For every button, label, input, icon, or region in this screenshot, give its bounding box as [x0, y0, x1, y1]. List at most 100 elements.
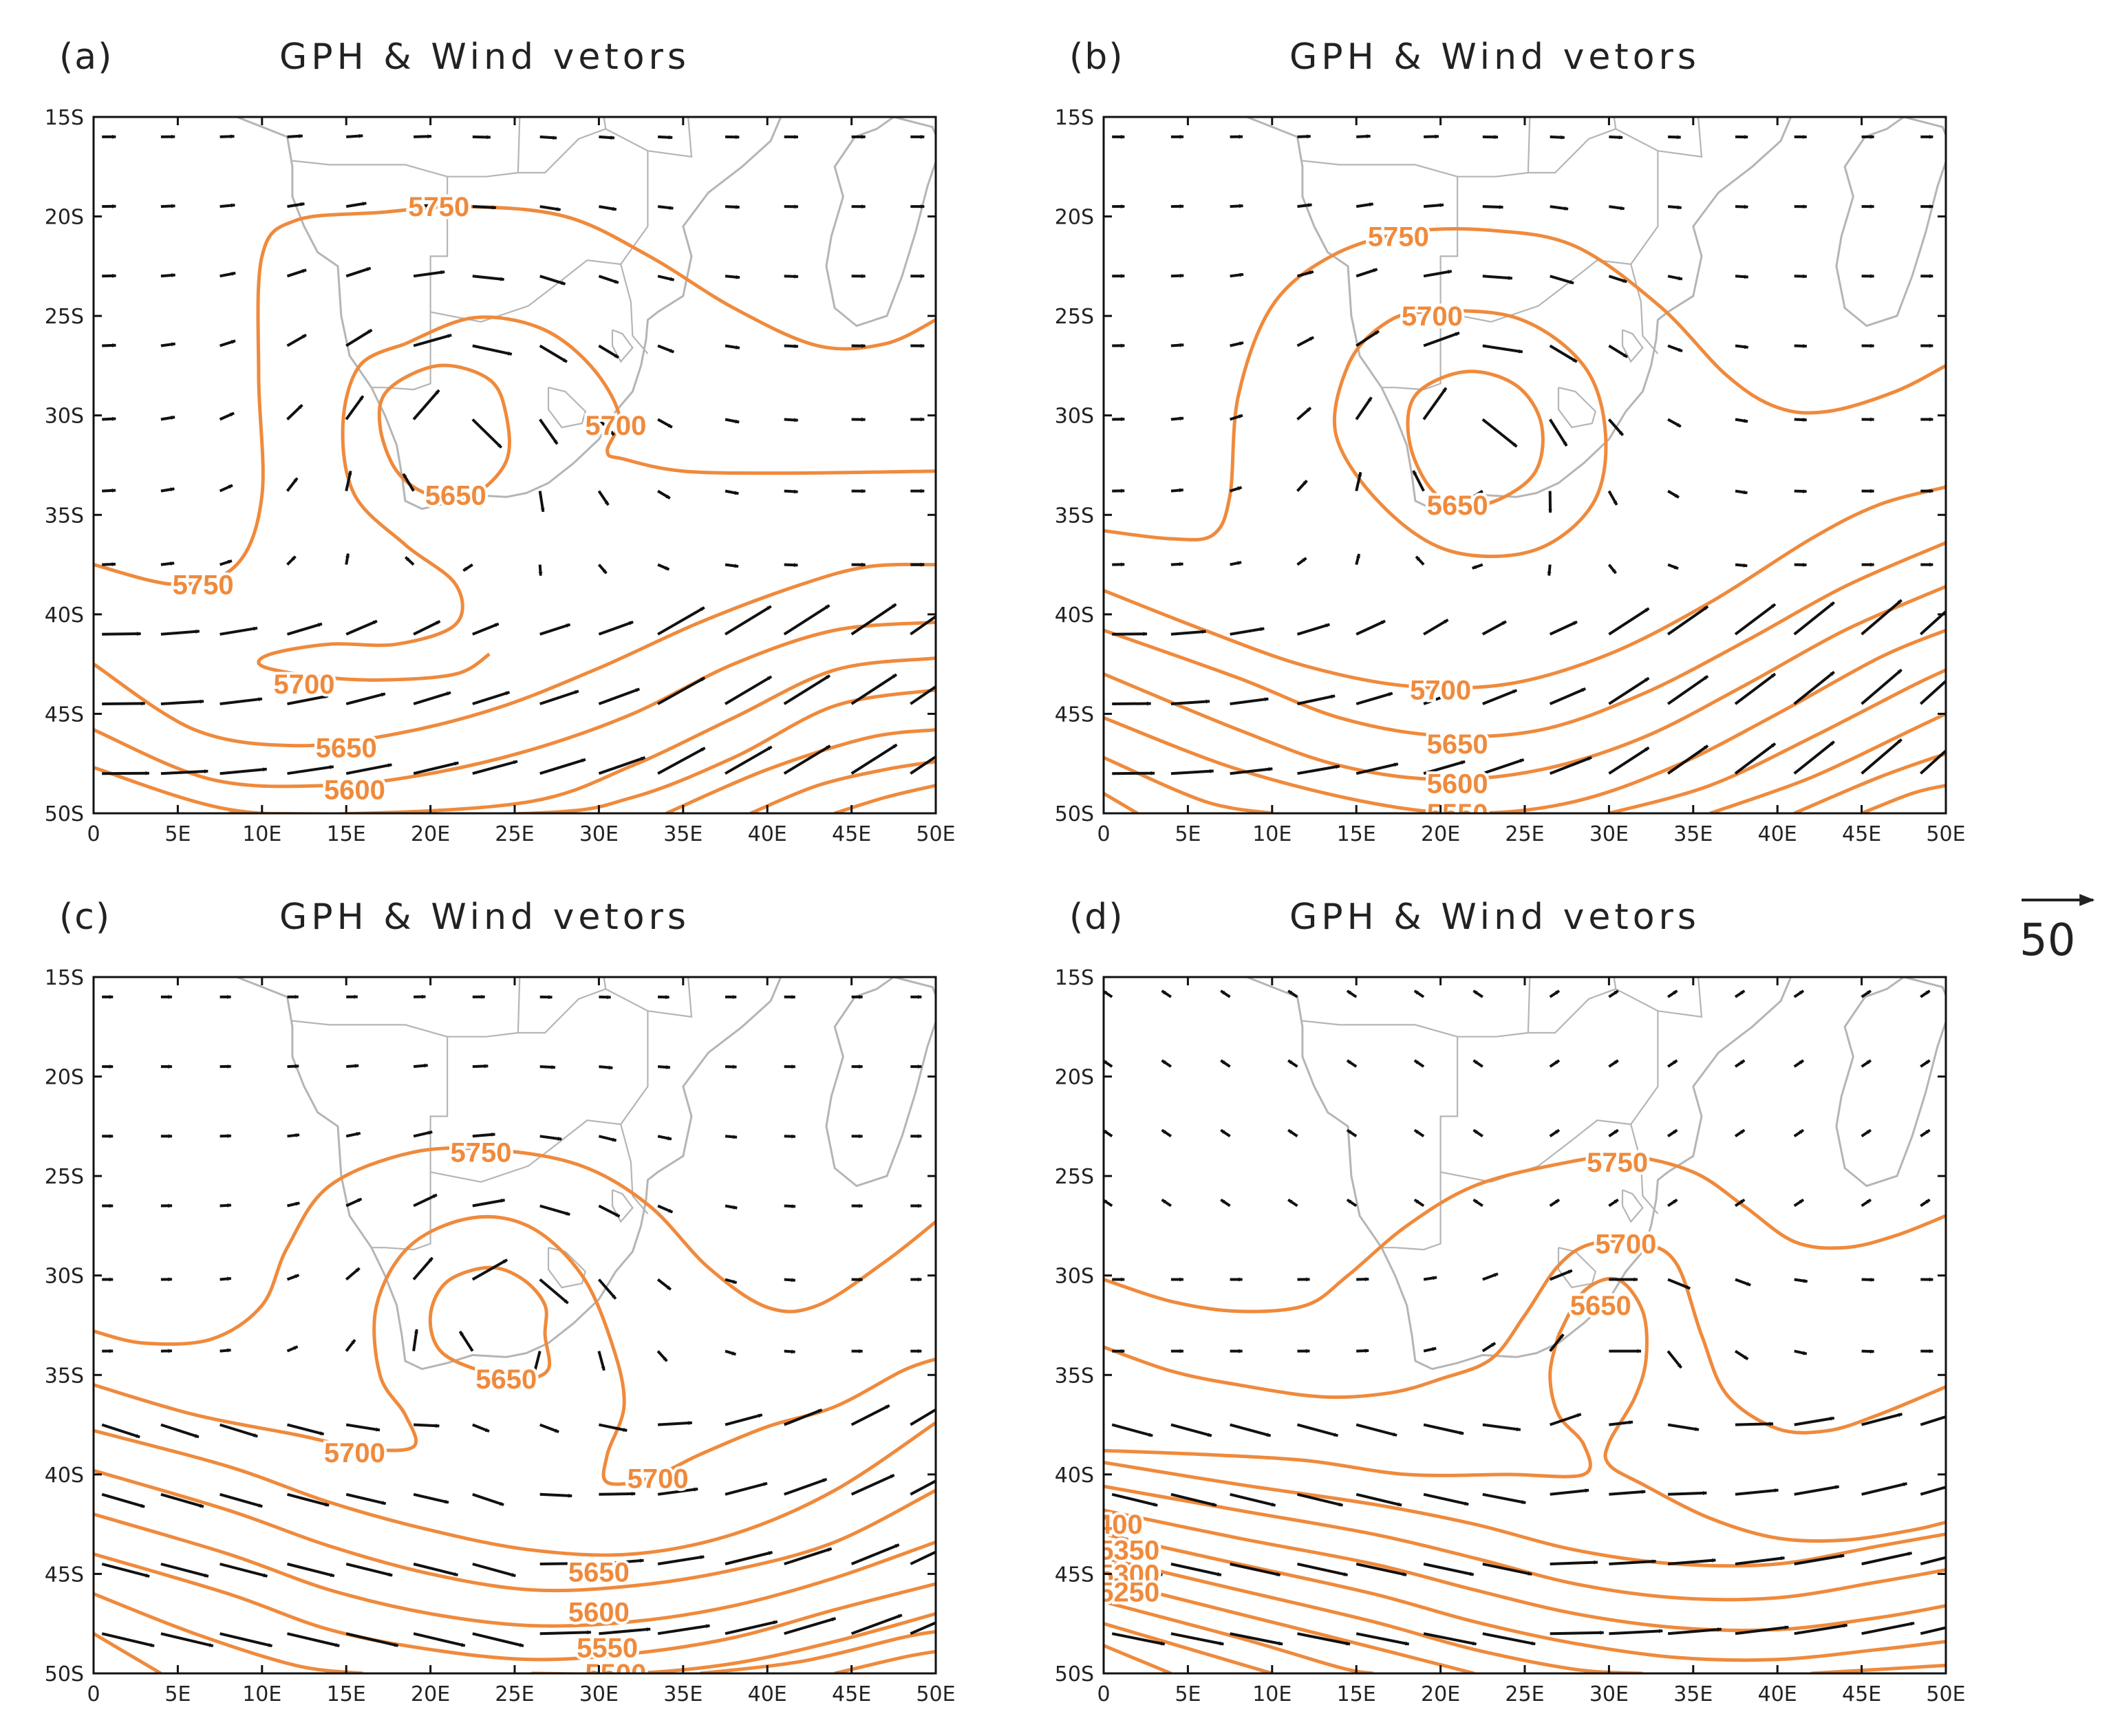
panel-a-letter: (a): [59, 36, 113, 78]
wind-vector-arrow: [1794, 343, 1808, 348]
wind-vector-arrow: [1170, 769, 1214, 775]
wind-vector-arrow: [1667, 418, 1682, 428]
wind-vector-arrow: [657, 563, 670, 571]
wind-vector-arrow: [657, 1487, 698, 1496]
wind-vector-arrow: [471, 1258, 508, 1281]
x-tick-label: 50E: [916, 822, 955, 846]
wind-vector-arrow: [472, 760, 518, 775]
wind-vector-arrow: [286, 404, 303, 420]
wind-vector-arrow: [910, 1479, 936, 1496]
contour-label: 5750: [173, 570, 234, 601]
y-tick-label: 20S: [45, 1066, 84, 1090]
wind-vector-arrow: [657, 676, 706, 705]
wind-vector-arrow: [413, 1063, 429, 1069]
country-border: [517, 977, 521, 1033]
wind-vector-arrow: [1423, 689, 1459, 705]
wind-vector-arrow: [1356, 1277, 1369, 1282]
contour-label: 5650: [1427, 491, 1488, 521]
country-border: [647, 117, 693, 158]
x-tick-label: 5E: [164, 822, 191, 846]
wind-vector-arrow: [784, 489, 799, 494]
wind-vector-arrow: [1230, 1492, 1276, 1507]
gph-contour: [404, 315, 936, 475]
wind-vector-arrow: [345, 763, 392, 775]
wind-vector-arrow: [1424, 134, 1439, 139]
y-tick-label: 45S: [1055, 703, 1094, 727]
wind-vector-arrow: [1920, 1128, 1931, 1137]
gph-contour: [1608, 668, 1946, 813]
wind-vector-arrow: [413, 1563, 459, 1577]
coastline-madagascar: [1835, 117, 1946, 328]
wind-vector-arrow: [725, 204, 740, 209]
panel-a-map: 5750 5700 5650 5750 5700 5650 5600 0 5E 10E 15E 20E…: [45, 106, 956, 846]
wind-vector-arrow: [1355, 471, 1362, 492]
gph-contour: [1104, 1154, 1946, 1314]
wind-vector-arrow: [413, 1193, 438, 1208]
wind-vector-arrow: [160, 1492, 204, 1508]
wind-vector-arrow: [597, 490, 610, 506]
country-border: [1527, 977, 1531, 1033]
wind-vector-arrow: [1161, 1198, 1172, 1208]
wind-vector-arrow: [1549, 620, 1578, 636]
gph-contour: [1104, 1578, 1475, 1673]
wind-vector-arrow: [1549, 1198, 1561, 1208]
country-border: [1439, 1036, 1459, 1172]
contour-label: 5700: [1402, 301, 1463, 332]
wind-vector-arrow: [1608, 1059, 1619, 1068]
country-border: [1613, 977, 1617, 989]
wind-vector-arrow: [219, 1492, 263, 1508]
wind-vector-arrow: [598, 1423, 628, 1432]
x-tick-label: 20E: [1421, 1682, 1460, 1706]
wind-vector-arrow: [160, 1423, 200, 1439]
wind-vector-arrow: [412, 1329, 418, 1351]
wind-vector-arrow: [850, 743, 898, 775]
wind-vector-arrow: [1549, 989, 1561, 998]
wind-vector-arrow: [472, 1423, 490, 1433]
y-tick-label: 20S: [1055, 206, 1094, 230]
y-tick-label: 15S: [1055, 966, 1094, 990]
x-tick-label: 45E: [832, 822, 871, 846]
y-tick-label: 45S: [45, 1563, 84, 1587]
wind-vector-arrow: [1794, 1349, 1808, 1355]
gph-contour: [1811, 1663, 1946, 1673]
wind-vector-arrow: [725, 1551, 773, 1565]
x-tick-label: 50E: [916, 1682, 955, 1706]
contour-label: 5650: [1570, 1291, 1631, 1321]
wind-vector-arrow: [784, 344, 799, 349]
wind-vector-arrow: [1735, 1556, 1786, 1565]
wind-vector-arrow: [1667, 344, 1683, 353]
wind-vector-arrow: [1609, 1490, 1646, 1496]
wind-vector-arrow: [1423, 1632, 1477, 1646]
wind-vector-arrow: [219, 626, 258, 636]
x-tick-label: 35E: [1673, 1682, 1713, 1706]
wind-vector-arrow: [850, 673, 897, 705]
country-border: [371, 312, 431, 391]
wind-vector-arrow: [1472, 563, 1483, 570]
wind-vector-arrow: [599, 1558, 645, 1565]
wind-vector-arrow: [1346, 1128, 1358, 1137]
x-tick-label: 45E: [1842, 1682, 1881, 1706]
wind-vector-arrow: [1793, 989, 1805, 998]
wind-vector-arrow: [404, 556, 415, 566]
gph-contour: [1104, 1600, 1374, 1673]
gph-contour: [1104, 227, 1946, 542]
x-tick-label: 25E: [1505, 822, 1544, 846]
wind-vector-arrow: [1170, 1632, 1224, 1646]
wind-vector-arrow: [1296, 407, 1312, 421]
gph-contour: [1104, 1508, 1946, 1633]
wind-vector-arrow: [1920, 1486, 1946, 1496]
wind-vector-arrow: [1423, 1347, 1437, 1353]
wind-vector-arrow: [345, 1563, 393, 1577]
x-tick-label: 20E: [1421, 822, 1460, 846]
x-tick-label: 50E: [1926, 1682, 1965, 1706]
wind-vector-arrow: [1734, 1128, 1746, 1137]
reference-vector-label: 50: [2019, 915, 2075, 966]
wind-vector-arrow: [160, 561, 175, 566]
wind-vector-arrow: [850, 1614, 903, 1636]
x-tick-label: 40E: [1758, 822, 1797, 846]
wind-vector-arrow: [1482, 344, 1523, 354]
wind-vector-arrow: [910, 1550, 936, 1565]
wind-vector-arrow: [598, 687, 640, 705]
